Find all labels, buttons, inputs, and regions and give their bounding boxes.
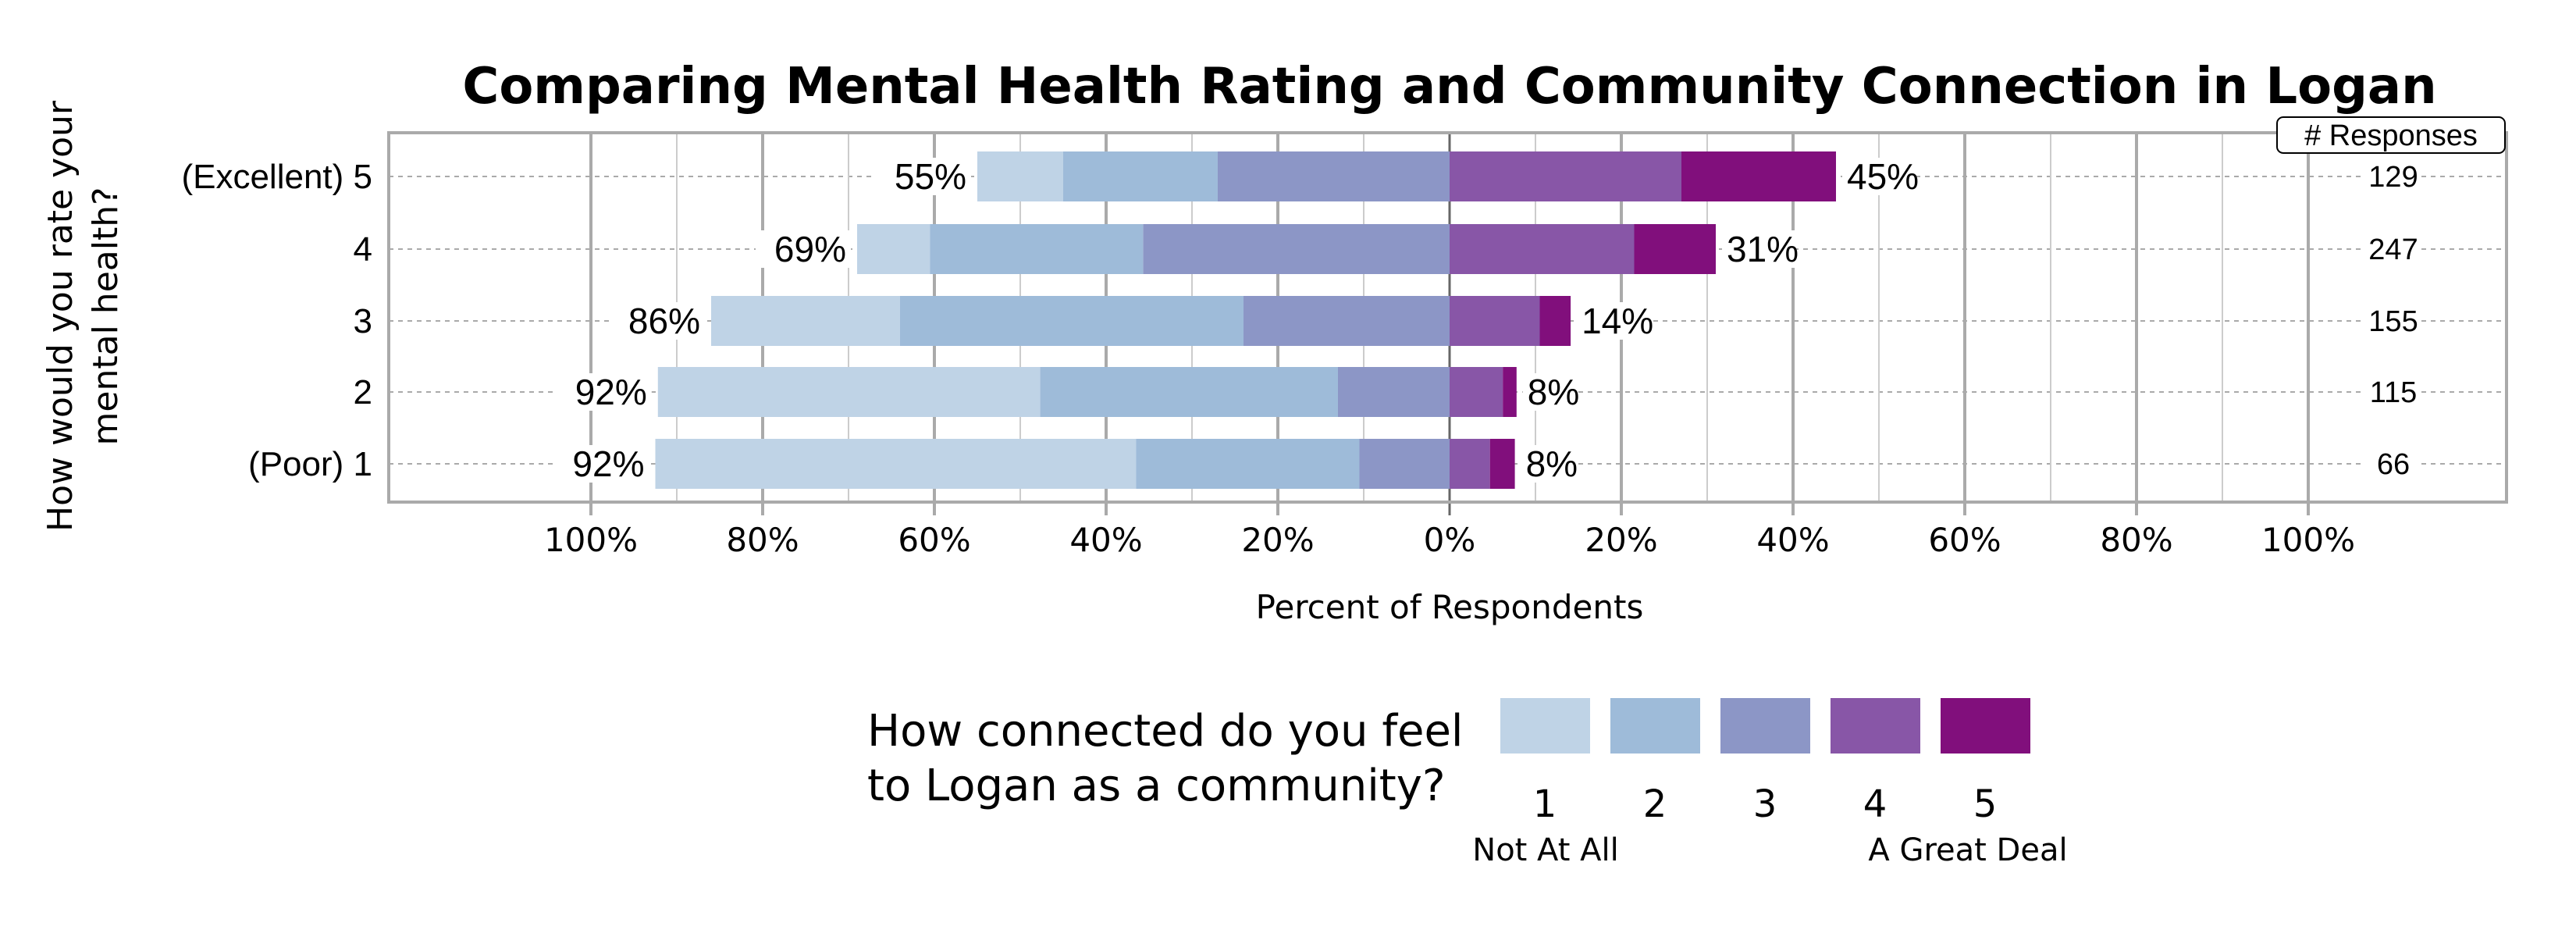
row-label: 4 — [354, 230, 372, 269]
plot-frame — [387, 131, 2508, 504]
bar-segment-1 — [857, 224, 930, 274]
legend-label-1: 1 — [1533, 782, 1557, 826]
bar-segment-5 — [1681, 151, 1836, 201]
response-count: 247 — [2368, 233, 2418, 266]
legend-title-line2: to Logan as a community? — [867, 761, 1446, 811]
bars: (Excellent) 5 55% 45% 129 4 69% 31% 247 3 86% 14% 1… — [181, 151, 2421, 489]
bar-segment-1 — [657, 367, 1041, 417]
bar-segment-3 — [1359, 439, 1450, 489]
legend-title-line1: How connected do you feel — [867, 706, 1464, 757]
right-total-label: 31% — [1727, 229, 1799, 269]
label-bg — [1577, 302, 1650, 340]
x-tick-label: 100% — [544, 521, 638, 559]
left-total-label: 55% — [895, 156, 966, 197]
label-bg — [2365, 375, 2421, 409]
left-total-label: 92% — [575, 372, 647, 412]
bar-segment-4 — [1450, 296, 1540, 346]
bar-segment-2 — [1136, 439, 1360, 489]
bar-segment-3 — [1338, 367, 1450, 417]
bar-segment-3 — [1244, 296, 1450, 346]
label-bg — [876, 158, 971, 195]
x-tick-label: 60% — [898, 521, 970, 559]
right-total-label: 8% — [1528, 372, 1579, 412]
response-count: 155 — [2368, 305, 2418, 338]
response-count: 129 — [2368, 161, 2418, 194]
response-count: 115 — [2370, 376, 2418, 409]
y-axis-label: How would you rate your mental health? — [41, 100, 126, 532]
x-tick-label: 40% — [1069, 521, 1142, 559]
y-axis-label-line2: mental health? — [86, 187, 126, 446]
label-bg — [1521, 445, 1573, 483]
legend-low-label: Not At All — [1472, 832, 1618, 868]
legend-swatch-3 — [1720, 698, 1810, 754]
legend-swatch-5 — [1941, 698, 2030, 754]
x-tick-label: 80% — [726, 521, 799, 559]
bar-segment-2 — [900, 296, 1244, 346]
label-bg — [556, 373, 652, 411]
bar-segment-4 — [1450, 367, 1503, 417]
responses-header-box — [2276, 116, 2506, 154]
label-bg — [2365, 447, 2421, 481]
label-bg — [610, 302, 705, 340]
bar-segment-4 — [1450, 224, 1635, 274]
label-bg — [756, 230, 851, 268]
bar-segment-4 — [1450, 151, 1681, 201]
legend: How connected do you feel to Logan as a … — [867, 698, 2068, 868]
x-tick-label: 60% — [1928, 521, 2001, 559]
x-tick-label: 100% — [2261, 521, 2355, 559]
bar-segment-3 — [1143, 224, 1450, 274]
legend-label-5: 5 — [1973, 782, 1998, 826]
left-total-label: 86% — [628, 301, 700, 341]
legend-label-3: 3 — [1753, 782, 1777, 826]
label-bg — [2365, 159, 2421, 194]
bar-segment-5 — [1489, 439, 1515, 489]
y-axis-label-line1: How would you rate your — [41, 100, 80, 532]
right-total-label: 14% — [1582, 301, 1653, 341]
response-count: 66 — [2377, 448, 2410, 481]
bar-segment-1 — [655, 439, 1137, 489]
x-tick-labels: 100% 80% 60% 40% 20% 0% 20% 40% 60% 80% 100% — [544, 521, 2355, 559]
bar-segment-5 — [1539, 296, 1571, 346]
legend-swatch-4 — [1831, 698, 1920, 754]
bar-segment-5 — [1634, 224, 1716, 274]
bar-segment-3 — [1218, 151, 1450, 201]
bar-segment-2 — [1040, 367, 1338, 417]
x-tick-label: 20% — [1585, 521, 1657, 559]
x-tick-label: 0% — [1424, 521, 1476, 559]
row-label: 2 — [354, 373, 372, 411]
label-bg — [2365, 304, 2421, 338]
x-tick-label: 80% — [2100, 521, 2172, 559]
legend-label-2: 2 — [1643, 782, 1667, 826]
chart-title: Comparing Mental Health Rating and Commu… — [462, 58, 2436, 116]
legend-label-4: 4 — [1863, 782, 1888, 826]
x-axis-label: Percent of Respondents — [1256, 588, 1644, 626]
row-label: 3 — [354, 302, 372, 340]
bar-segment-5 — [1503, 367, 1517, 417]
label-bg — [1522, 373, 1574, 411]
right-total-label: 45% — [1847, 156, 1919, 197]
label-bg — [1842, 158, 1915, 195]
label-bg — [553, 445, 649, 483]
bar-segment-4 — [1450, 439, 1490, 489]
legend-high-label: A Great Deal — [1868, 832, 2067, 868]
row-label: (Poor) 1 — [248, 445, 372, 483]
bar-segment-1 — [977, 151, 1063, 201]
x-tick-label: 40% — [1756, 521, 1829, 559]
left-total-label: 92% — [572, 444, 644, 484]
legend-swatch-1 — [1500, 698, 1590, 754]
left-total-label: 69% — [774, 229, 846, 269]
right-total-label: 8% — [1526, 444, 1578, 484]
responses-header: # Responses — [2304, 119, 2478, 152]
x-tick-label: 20% — [1241, 521, 1314, 559]
label-bg — [1722, 230, 1795, 268]
label-bg — [2365, 232, 2421, 266]
bar-segment-2 — [930, 224, 1144, 274]
bar-segment-1 — [711, 296, 900, 346]
legend-swatch-2 — [1610, 698, 1700, 754]
row-label: (Excellent) 5 — [181, 158, 372, 196]
bar-segment-2 — [1063, 151, 1218, 201]
